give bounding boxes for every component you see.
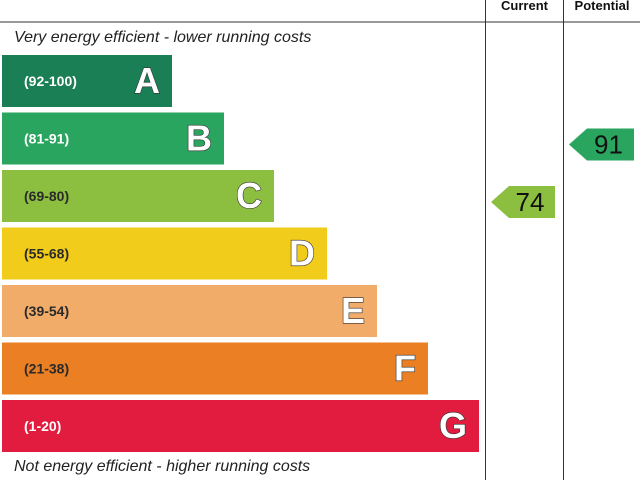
top-caption: Very energy efficient - lower running co… bbox=[14, 29, 312, 46]
band-f-letter: F bbox=[394, 348, 416, 389]
band-d-bar bbox=[2, 227, 327, 280]
band-a-range: (92-100) bbox=[24, 73, 77, 89]
band-a-letter: A bbox=[134, 60, 160, 101]
rating-indicators: 74 91 bbox=[491, 128, 634, 218]
current-rating-arrow bbox=[491, 186, 555, 218]
band-a-bar bbox=[2, 55, 172, 107]
potential-rating-value: 91 bbox=[594, 130, 623, 160]
band-b-letter: B bbox=[186, 118, 212, 159]
current-column-header: Current bbox=[501, 0, 548, 13]
band-d-range: (55-68) bbox=[24, 246, 69, 262]
band-e-bar bbox=[2, 285, 377, 337]
band-c-letter: C bbox=[236, 175, 262, 216]
current-rating-value: 74 bbox=[516, 187, 545, 217]
potential-rating-arrow bbox=[569, 128, 634, 161]
band-e-range: (39-54) bbox=[24, 303, 69, 319]
band-b-bar bbox=[2, 112, 224, 165]
potential-column-header: Potential bbox=[574, 0, 630, 13]
band-e-letter: E bbox=[341, 290, 365, 331]
rating-bands: (92-100) A (81-91) B (69-80) C (55-68) D (39-54)… bbox=[2, 55, 479, 452]
band-c-range: (69-80) bbox=[24, 188, 69, 204]
band-g-letter: G bbox=[439, 405, 467, 446]
band-d-letter: D bbox=[289, 233, 315, 274]
band-c-bar bbox=[2, 170, 274, 222]
band-f-range: (21-38) bbox=[24, 361, 69, 377]
band-b-range: (81-91) bbox=[24, 131, 69, 147]
bottom-caption: Not energy efficient - higher running co… bbox=[14, 458, 311, 475]
band-g-bar bbox=[2, 400, 479, 452]
band-f-bar bbox=[2, 342, 428, 395]
band-g-range: (1-20) bbox=[24, 418, 61, 434]
